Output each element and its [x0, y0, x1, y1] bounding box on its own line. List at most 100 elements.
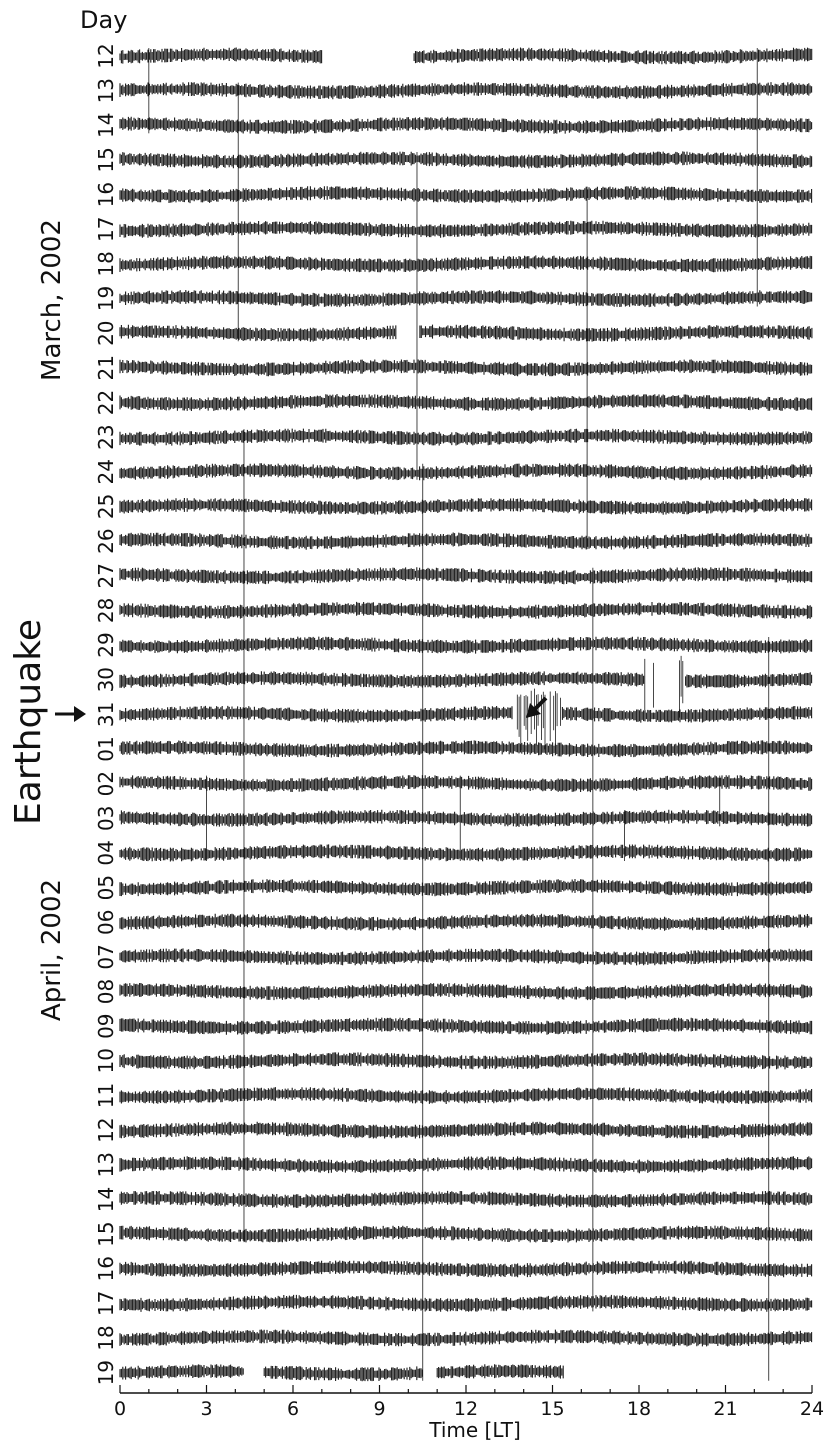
month-label-april: April, 2002: [37, 879, 67, 1021]
trace-row-12: [119, 47, 813, 65]
trace-row-15: [119, 1225, 813, 1243]
trace-row-20: [119, 324, 813, 342]
day-label-18: 18: [94, 251, 118, 276]
trace-row-03: [119, 809, 813, 827]
trace-row-18: [119, 1329, 813, 1347]
day-label-15: 15: [94, 1221, 118, 1246]
day-label-14: 14: [94, 113, 118, 138]
day-label-12: 12: [94, 1117, 118, 1142]
trace-row-21: [119, 359, 813, 377]
trace-row-16: [119, 1260, 813, 1278]
y-axis-label: Day: [80, 6, 127, 34]
day-label-03: 03: [94, 806, 118, 831]
trace-row-17: [119, 220, 813, 238]
trace-rows: [119, 47, 813, 1382]
day-label-10: 10: [94, 1048, 118, 1073]
day-label-13: 13: [94, 78, 118, 103]
day-label-27: 27: [94, 563, 118, 588]
earthquake-label: Earthquake: [8, 619, 49, 825]
month-label-march: March, 2002: [37, 219, 67, 381]
trace-row-28: [119, 601, 813, 619]
trace-row-13: [119, 82, 813, 100]
day-label-22: 22: [94, 390, 118, 415]
trace-row-05: [119, 879, 813, 897]
day-label-19: 19: [94, 286, 118, 311]
day-label-06: 06: [94, 910, 118, 935]
trace-row-10: [119, 1052, 813, 1070]
trace-row-14: [119, 116, 813, 134]
spike-lines: [148, 48, 770, 1381]
day-label-16: 16: [94, 1256, 118, 1281]
trace-row-16: [119, 186, 813, 204]
day-label-23: 23: [94, 424, 118, 449]
trace-row-15: [119, 151, 813, 169]
x-axis: 0 3 6 9 12 15 18 21 24: [114, 1385, 824, 1420]
trace-row-18: [119, 255, 813, 273]
trace-row-22: [119, 394, 813, 411]
day-label-18: 18: [94, 1325, 118, 1350]
day-label-05: 05: [94, 875, 118, 900]
disturbance-31: [516, 688, 561, 752]
day-label-30: 30: [94, 667, 118, 692]
x-tick-label: 3: [200, 1398, 212, 1420]
x-tick-label: 18: [627, 1398, 651, 1420]
day-label-09: 09: [94, 1013, 118, 1038]
trace-row-30: [119, 671, 813, 689]
trace-row-11: [119, 1087, 813, 1104]
day-label-17: 17: [94, 1291, 118, 1316]
day-label-14: 14: [94, 1187, 118, 1212]
trace-row-25: [119, 498, 813, 515]
x-tick-label: 24: [800, 1398, 824, 1420]
trace-row-12: [119, 1121, 813, 1139]
x-axis-label: Time [LT]: [428, 1418, 521, 1442]
x-tick-label: 21: [713, 1398, 737, 1420]
day-label-15: 15: [94, 147, 118, 172]
trace-row-08: [119, 983, 813, 1001]
day-label-12: 12: [94, 43, 118, 68]
event-arrow: [526, 696, 548, 718]
day-label-01: 01: [94, 736, 118, 761]
day-label-28: 28: [94, 598, 118, 623]
trace-row-13: [119, 1156, 813, 1174]
x-tick-label: 6: [287, 1398, 299, 1420]
day-label-29: 29: [94, 632, 118, 657]
day-label-08: 08: [94, 979, 118, 1004]
earthquake-arrow: [55, 706, 86, 722]
day-label-07: 07: [94, 944, 118, 969]
day-label-20: 20: [94, 320, 118, 345]
day-labels: 12 13 14 15 16 17 18 19 20 21 22 23 24 25 26 27 28 29 30 31…: [94, 43, 118, 1385]
day-label-04: 04: [94, 840, 118, 865]
x-tick-label: 0: [114, 1398, 126, 1420]
trace-row-06: [119, 913, 813, 931]
trace-row-29: [119, 636, 813, 654]
disturbance-30: [644, 655, 684, 718]
trace-row-17: [119, 1294, 813, 1312]
trace-row-26: [119, 532, 813, 550]
day-label-19: 19: [94, 1360, 118, 1385]
trace-row-24: [119, 463, 813, 481]
trace-row-23: [119, 428, 813, 446]
trace-row-01: [119, 740, 813, 758]
trace-row-02: [119, 775, 813, 793]
trace-row-07: [119, 948, 813, 966]
day-label-26: 26: [94, 528, 118, 553]
x-tick-label: 12: [454, 1398, 478, 1420]
trace-row-19: [119, 290, 813, 308]
trace-row-27: [119, 567, 813, 585]
trace-row-04: [119, 844, 813, 862]
trace-row-14: [119, 1190, 813, 1208]
x-tick-label: 15: [540, 1398, 564, 1420]
day-label-24: 24: [94, 459, 118, 484]
day-label-31: 31: [94, 702, 118, 727]
trace-row-19: [119, 1364, 564, 1382]
day-label-16: 16: [94, 182, 118, 207]
trace-row-31: [119, 705, 813, 723]
day-label-13: 13: [94, 1152, 118, 1177]
day-label-25: 25: [94, 494, 118, 519]
x-tick-label: 9: [373, 1398, 385, 1420]
day-label-11: 11: [94, 1083, 118, 1108]
day-label-21: 21: [94, 355, 118, 380]
day-label-17: 17: [94, 217, 118, 242]
day-label-02: 02: [94, 771, 118, 796]
